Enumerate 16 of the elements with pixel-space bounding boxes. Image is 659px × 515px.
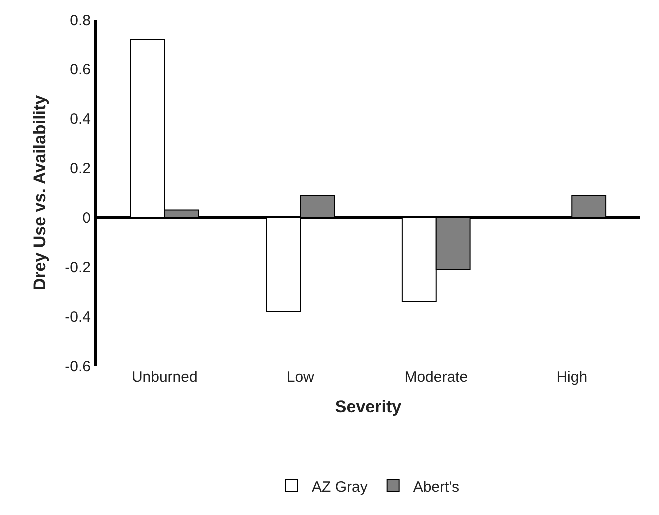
legend-label: Abert's — [413, 478, 460, 496]
y-tick-label: 0.8 — [70, 12, 91, 30]
y-axis-title: Drey Use vs. Availability — [30, 94, 50, 291]
y-tick-label: 0.2 — [70, 160, 91, 178]
y-tick-label: 0.4 — [70, 111, 91, 128]
x-tick-label: Unburned — [132, 369, 198, 386]
y-tick-label: 0 — [82, 210, 91, 227]
y-tick-label: 0.6 — [70, 62, 91, 79]
x-tick-label: Low — [286, 369, 315, 386]
y-tick-label: -0.6 — [65, 358, 91, 376]
x-tick-label: Moderate — [404, 369, 468, 386]
legend-label: AZ Gray — [312, 478, 368, 496]
y-tick-label: -0.4 — [65, 308, 91, 326]
x-tick-label: High — [556, 369, 588, 386]
x-axis-title: Severity — [335, 397, 402, 416]
y-tick-label: -0.2 — [65, 259, 91, 276]
